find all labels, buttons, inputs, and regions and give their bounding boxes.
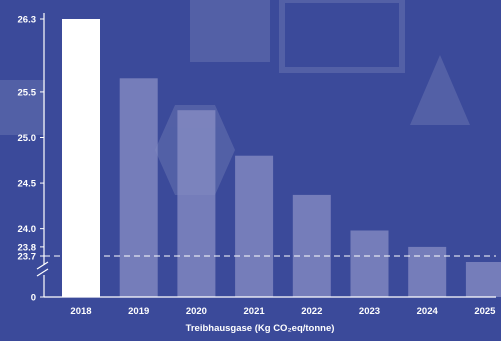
y-tick-label: 0 xyxy=(31,293,36,304)
y-tick-label: 24.5 xyxy=(18,179,37,190)
x-tick-label: 2019 xyxy=(128,306,149,317)
y-tick-label: 25.0 xyxy=(18,133,37,144)
x-axis-label: Treibhausgase (Kg CO₂eq/tonne) xyxy=(186,323,335,334)
bar-2024 xyxy=(408,246,447,297)
y-tick-label: 25.5 xyxy=(18,87,37,98)
bar-2025 xyxy=(465,262,501,297)
bar-2023 xyxy=(350,230,389,297)
bg-square-shape xyxy=(190,0,270,62)
axes xyxy=(36,13,496,298)
x-tick-label: 2023 xyxy=(359,306,380,317)
y-tick-labels: 0 23.723.8 24.0 24.5 25.0 25.5 26.3 xyxy=(18,15,44,304)
bar-2018 xyxy=(62,19,100,297)
bar-2020 xyxy=(177,110,216,297)
x-tick-label: 2024 xyxy=(417,306,439,317)
x-tick-labels: 2018 2019 2020 2021 2022 2023 2024 2025 xyxy=(70,306,496,317)
x-tick-label: 2022 xyxy=(301,306,322,317)
x-tick-label: 2021 xyxy=(244,306,266,317)
y-tick-label: 24.0 xyxy=(18,224,37,235)
bg-tree-shape xyxy=(410,55,470,125)
y-tick-label: 26.3 xyxy=(18,15,37,26)
y-tick-label: 23.7 xyxy=(18,252,37,263)
bar-2021 xyxy=(235,155,274,297)
y-tick-label: 23.8 xyxy=(18,242,37,253)
x-tick-label: 2025 xyxy=(474,306,496,317)
bg-frame-shape xyxy=(279,0,405,73)
axis-break-mark xyxy=(36,261,49,277)
x-tick-label: 2018 xyxy=(70,306,91,317)
bar-2019 xyxy=(119,78,158,297)
x-tick-label: 2020 xyxy=(186,306,207,317)
axis-break-gap xyxy=(40,265,48,275)
bars xyxy=(62,19,501,297)
axis-break-stroke xyxy=(36,268,49,277)
axis-break-stroke xyxy=(36,261,49,270)
bg-block-shape xyxy=(0,80,45,135)
bar-2022 xyxy=(292,194,331,297)
